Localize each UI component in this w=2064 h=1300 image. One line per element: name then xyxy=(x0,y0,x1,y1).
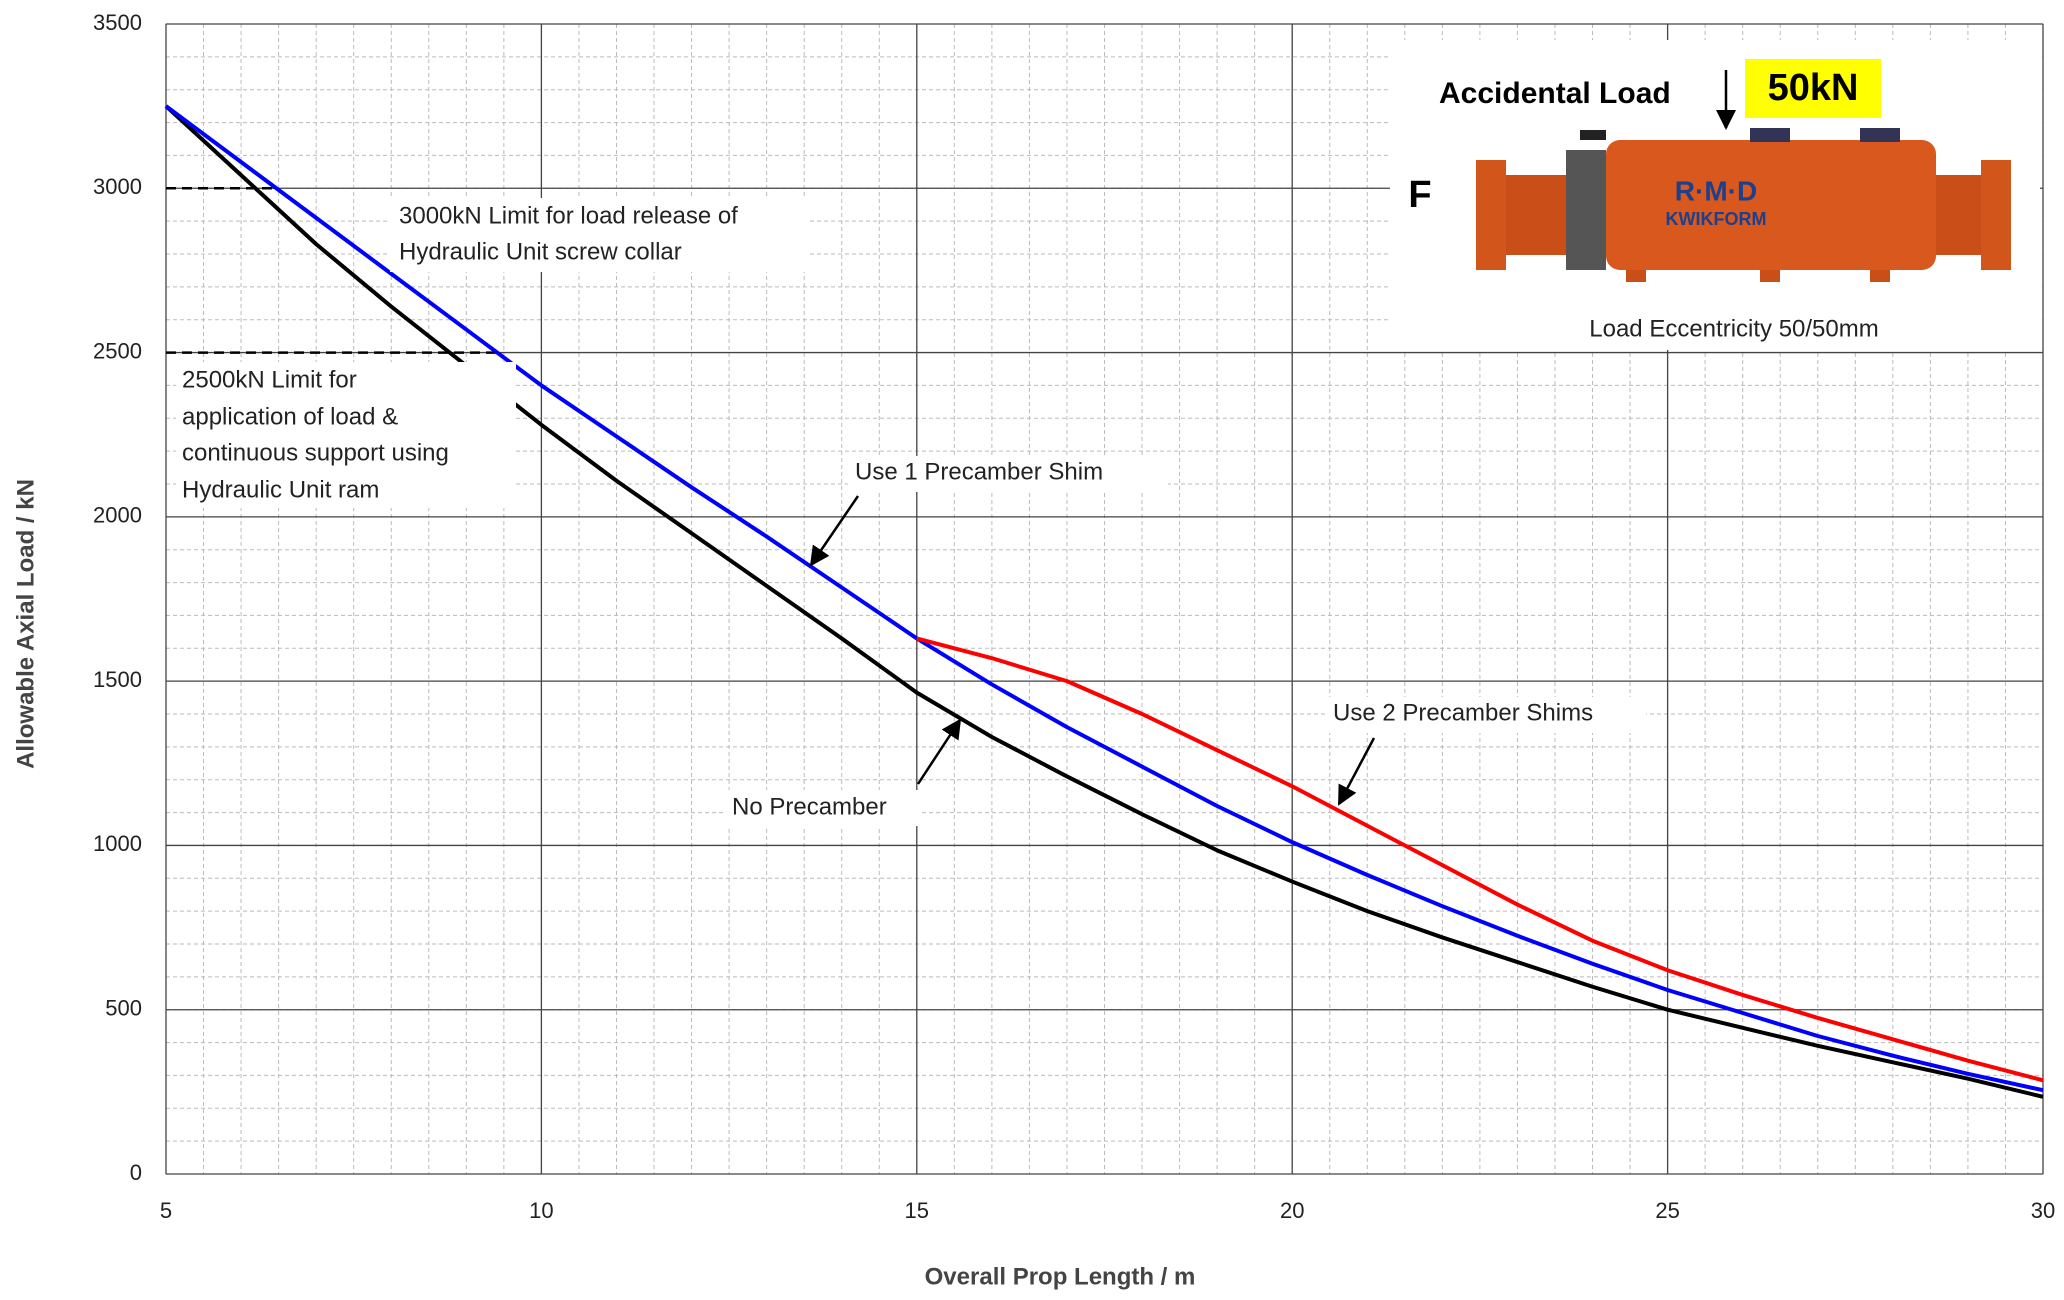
series-line xyxy=(916,636,2044,1083)
x-tick-label: 30 xyxy=(2031,1198,2055,1223)
y-tick-label: 0 xyxy=(130,1160,142,1185)
annotation-arrow xyxy=(916,718,962,785)
brand: R·M·D xyxy=(1675,175,1757,206)
series-line xyxy=(164,104,2044,1093)
annotation: Hydraulic Unit screw collar xyxy=(399,238,682,265)
y-tick-label: 2500 xyxy=(93,338,142,363)
product: KWIKFORM xyxy=(1666,209,1767,229)
y-tick-label: 1500 xyxy=(93,667,142,692)
x-tick-label: 5 xyxy=(160,1198,172,1223)
inset: Accidental Load 50kN F R·M·D KWIKFORM Lo… xyxy=(1390,40,2040,350)
x-axis-label: Overall Prop Length / m xyxy=(925,1263,1196,1290)
prop-image: R·M·D KWIKFORM xyxy=(1476,128,2011,282)
annotation-bg xyxy=(390,198,810,272)
annotation-bg xyxy=(176,362,516,508)
annotation: Hydraulic Unit ram xyxy=(182,476,379,503)
annotation: application of load & xyxy=(182,403,398,430)
y-axis-label: Allowable Axial Load / kN xyxy=(12,479,39,769)
x-tick-label: 25 xyxy=(1655,1198,1679,1223)
annotation: 3000kN Limit for load release of xyxy=(399,202,738,229)
annotation: Use 1 Precamber Shim xyxy=(855,458,1103,485)
annotation: continuous support using xyxy=(182,439,449,466)
load-box xyxy=(1745,59,1881,118)
annotation-arrow xyxy=(809,495,860,567)
annotation-bg xyxy=(848,456,1168,492)
eccentricity: Load Eccentricity 50/50mm xyxy=(1589,315,1878,342)
y-tick-label: 3500 xyxy=(93,10,142,35)
annotation-arrow xyxy=(1337,737,1376,806)
x-tick-label: 20 xyxy=(1280,1198,1304,1223)
y-tick-label: 3000 xyxy=(93,174,142,199)
y-tick-label: 500 xyxy=(105,996,142,1021)
annotation: No Precamber xyxy=(732,793,887,820)
annotation: 2500kN Limit for xyxy=(182,366,357,393)
annotation-bg xyxy=(1326,697,1646,733)
x-tick-label: 15 xyxy=(905,1198,929,1223)
load-label: Accidental Load xyxy=(1439,77,1671,110)
x-tick-label: 10 xyxy=(529,1198,553,1223)
force-label: F xyxy=(1408,174,1431,216)
annotation-bg xyxy=(726,790,920,826)
y-tick-label: 1000 xyxy=(93,831,142,856)
load-value: 50kN xyxy=(1768,67,1859,109)
annotation: Use 2 Precamber Shims xyxy=(1333,699,1593,726)
y-tick-label: 2000 xyxy=(93,503,142,528)
